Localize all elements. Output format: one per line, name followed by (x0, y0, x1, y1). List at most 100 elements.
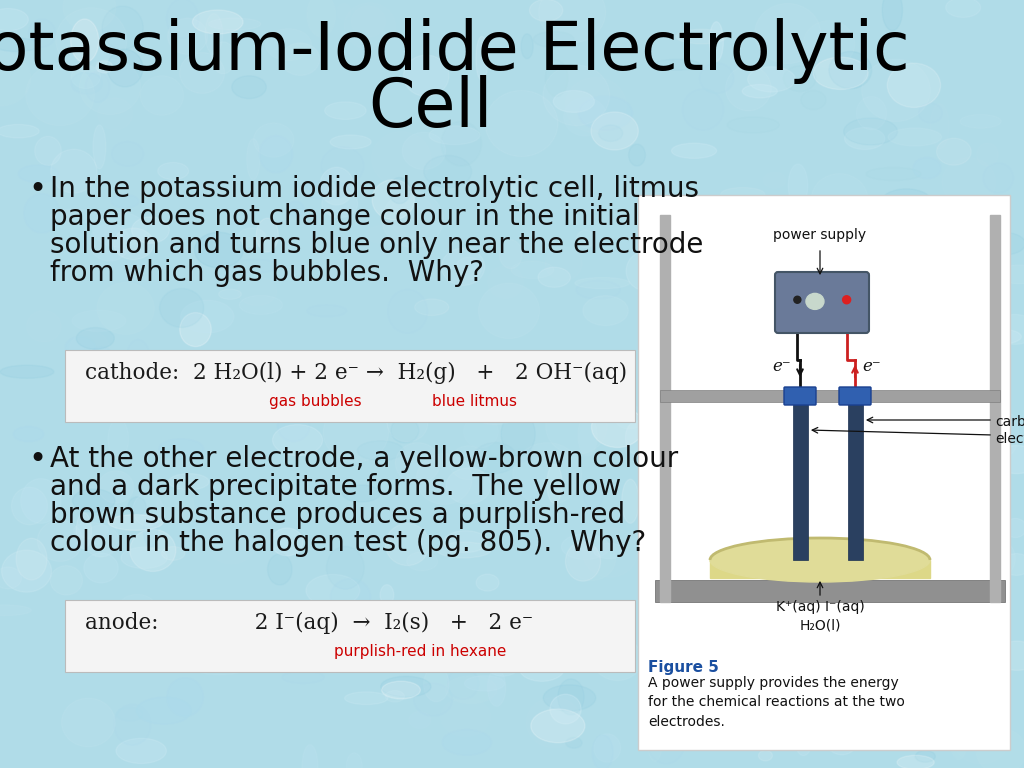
Ellipse shape (647, 720, 685, 763)
Ellipse shape (357, 441, 403, 461)
Ellipse shape (468, 394, 521, 425)
Ellipse shape (130, 529, 176, 571)
Ellipse shape (565, 541, 600, 581)
Ellipse shape (714, 323, 749, 368)
Text: •: • (28, 445, 46, 474)
Ellipse shape (487, 669, 506, 707)
Ellipse shape (561, 534, 609, 560)
Ellipse shape (937, 138, 971, 165)
Ellipse shape (592, 735, 613, 768)
Ellipse shape (641, 462, 687, 505)
Text: solution and turns blue only near the electrode: solution and turns blue only near the el… (50, 231, 703, 259)
Ellipse shape (845, 127, 885, 150)
Ellipse shape (866, 670, 920, 690)
Ellipse shape (694, 589, 718, 605)
Ellipse shape (441, 248, 484, 286)
Ellipse shape (565, 737, 582, 748)
Ellipse shape (900, 733, 930, 748)
FancyBboxPatch shape (775, 272, 869, 333)
Ellipse shape (327, 547, 365, 589)
Ellipse shape (514, 616, 568, 651)
Ellipse shape (594, 543, 625, 558)
Ellipse shape (128, 497, 146, 515)
Ellipse shape (734, 422, 791, 473)
Ellipse shape (0, 366, 54, 379)
Ellipse shape (791, 227, 828, 268)
Ellipse shape (0, 124, 39, 138)
Ellipse shape (931, 104, 949, 149)
Ellipse shape (734, 593, 809, 660)
Ellipse shape (629, 144, 645, 166)
Bar (710, 560, 930, 578)
Ellipse shape (788, 164, 808, 207)
Ellipse shape (337, 3, 351, 20)
Ellipse shape (730, 548, 748, 573)
Ellipse shape (331, 579, 371, 614)
Ellipse shape (726, 66, 771, 111)
Ellipse shape (391, 418, 419, 443)
Ellipse shape (919, 103, 942, 123)
Ellipse shape (196, 663, 244, 675)
Ellipse shape (992, 265, 1024, 283)
Ellipse shape (273, 363, 300, 400)
Ellipse shape (205, 14, 222, 55)
Ellipse shape (382, 681, 421, 699)
Ellipse shape (887, 359, 911, 385)
Ellipse shape (626, 421, 648, 455)
Ellipse shape (968, 380, 993, 394)
Ellipse shape (217, 637, 251, 664)
Ellipse shape (676, 257, 708, 295)
Ellipse shape (722, 557, 738, 586)
Ellipse shape (785, 666, 829, 706)
Ellipse shape (773, 539, 804, 577)
Ellipse shape (212, 42, 236, 74)
Ellipse shape (862, 59, 931, 121)
Ellipse shape (389, 177, 411, 204)
Ellipse shape (938, 419, 951, 430)
Ellipse shape (117, 707, 143, 721)
Ellipse shape (881, 189, 932, 217)
Ellipse shape (0, 567, 22, 589)
Ellipse shape (322, 147, 364, 185)
Ellipse shape (209, 18, 261, 30)
Ellipse shape (162, 547, 185, 560)
Ellipse shape (93, 125, 105, 169)
Ellipse shape (395, 442, 440, 483)
FancyBboxPatch shape (839, 387, 871, 405)
Ellipse shape (843, 296, 851, 304)
Ellipse shape (381, 677, 431, 697)
Ellipse shape (210, 617, 262, 650)
Ellipse shape (867, 673, 889, 701)
Ellipse shape (306, 574, 359, 607)
Ellipse shape (641, 395, 671, 421)
Ellipse shape (660, 283, 677, 319)
Ellipse shape (121, 547, 167, 568)
FancyBboxPatch shape (784, 387, 816, 405)
Ellipse shape (579, 96, 633, 130)
Text: Potassium-Iodide Electrolytic: Potassium-Iodide Electrolytic (0, 18, 910, 84)
Ellipse shape (546, 399, 607, 455)
Ellipse shape (753, 461, 795, 499)
Ellipse shape (953, 223, 1005, 247)
Ellipse shape (722, 472, 798, 541)
Ellipse shape (912, 438, 932, 482)
Ellipse shape (513, 442, 582, 505)
Text: Cell: Cell (368, 75, 493, 141)
Ellipse shape (476, 574, 499, 591)
Ellipse shape (955, 604, 1010, 622)
Ellipse shape (563, 98, 606, 136)
Ellipse shape (73, 489, 115, 512)
Ellipse shape (663, 389, 692, 419)
Ellipse shape (912, 665, 939, 684)
Ellipse shape (407, 552, 437, 571)
Ellipse shape (400, 615, 446, 655)
Ellipse shape (577, 230, 595, 247)
Ellipse shape (385, 524, 429, 565)
Ellipse shape (0, 38, 39, 51)
Ellipse shape (757, 497, 787, 527)
Ellipse shape (763, 172, 786, 188)
Ellipse shape (193, 10, 243, 34)
Ellipse shape (365, 639, 381, 671)
Ellipse shape (0, 605, 32, 616)
Ellipse shape (126, 339, 151, 385)
